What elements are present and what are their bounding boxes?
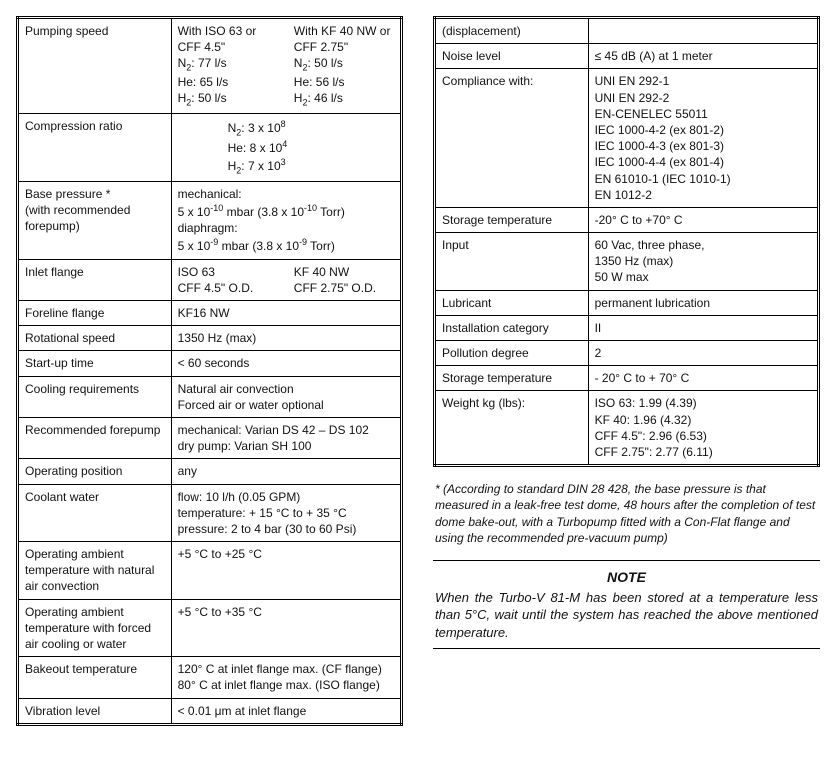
spec-label: Pumping speed [18, 18, 172, 114]
spec-label: Recommended forepump [18, 417, 172, 458]
spec-value: UNI EN 292-1UNI EN 292-2EN-CENELEC 55011… [588, 69, 818, 208]
spec-value: KF16 NW [171, 301, 401, 326]
spec-value: ISO 63: 1.99 (4.39)KF 40: 1.96 (4.32)CFF… [588, 391, 818, 466]
spec-label: Bakeout temperature [18, 657, 172, 698]
table-row: Installation categoryII [435, 315, 819, 340]
spec-value: < 60 seconds [171, 351, 401, 376]
spec-value: Natural air convectionForced air or wate… [171, 376, 401, 417]
spec-value: flow: 10 l/h (0.05 GPM)temperature: + 15… [171, 484, 401, 542]
spec-label: Operating ambient temperature with natur… [18, 542, 172, 600]
spec-label: Inlet flange [18, 259, 172, 300]
spec-label: Rotational speed [18, 326, 172, 351]
table-row: Storage temperature-20° C to +70° C [435, 207, 819, 232]
table-row: Vibration level< 0.01 μm at inlet flange [18, 698, 402, 724]
spec-value: - 20° C to + 70° C [588, 366, 818, 391]
table-row: Base pressure *(with recommended forepum… [18, 181, 402, 259]
spec-value: mechanical: Varian DS 42 – DS 102dry pum… [171, 417, 401, 458]
spec-label: Pollution degree [435, 341, 589, 366]
spec-label: Weight kg (lbs): [435, 391, 589, 466]
spec-label: Compliance with: [435, 69, 589, 208]
spec-label: Installation category [435, 315, 589, 340]
right-column: (displacement)Noise level≤ 45 dB (A) at … [433, 16, 820, 649]
note-title: NOTE [435, 569, 818, 585]
spec-label: Storage temperature [435, 207, 589, 232]
table-row: Noise level≤ 45 dB (A) at 1 meter [435, 44, 819, 69]
table-row: Input60 Vac, three phase,1350 Hz (max)50… [435, 233, 819, 291]
spec-label: Compression ratio [18, 113, 172, 181]
spec-label: Operating ambient temperature with force… [18, 599, 172, 657]
spec-value: 2 [588, 341, 818, 366]
spec-label: Lubricant [435, 290, 589, 315]
spec-label: Foreline flange [18, 301, 172, 326]
spec-value: 120° C at inlet flange max. (CF flange)8… [171, 657, 401, 698]
spec-value: -20° C to +70° C [588, 207, 818, 232]
spec-label: Start-up time [18, 351, 172, 376]
table-row: Pumping speedWith ISO 63 or CFF 4.5"N2: … [18, 18, 402, 114]
spec-value: ≤ 45 dB (A) at 1 meter [588, 44, 818, 69]
spec-label: Base pressure *(with recommended forepum… [18, 181, 172, 259]
table-row: Pollution degree2 [435, 341, 819, 366]
spec-label: Noise level [435, 44, 589, 69]
table-row: (displacement) [435, 18, 819, 44]
left-spec-table: Pumping speedWith ISO 63 or CFF 4.5"N2: … [16, 16, 403, 726]
spec-value: mechanical:5 x 10-10 mbar (3.8 x 10-10 T… [171, 181, 401, 259]
table-row: Operating ambient temperature with force… [18, 599, 402, 657]
spec-value: permanent lubrication [588, 290, 818, 315]
spec-value: +5 °C to +25 °C [171, 542, 401, 600]
spec-label: Operating position [18, 459, 172, 484]
note-box: NOTE When the Turbo-V 81-M has been stor… [433, 560, 820, 649]
spec-label: Coolant water [18, 484, 172, 542]
table-row: Operating positionany [18, 459, 402, 484]
spec-value: N2: 3 x 108He: 8 x 104H2: 7 x 103 [171, 113, 401, 181]
spec-value: < 0.01 μm at inlet flange [171, 698, 401, 724]
spec-value [588, 18, 818, 44]
spec-label: Cooling requirements [18, 376, 172, 417]
spec-value: 60 Vac, three phase,1350 Hz (max)50 W ma… [588, 233, 818, 291]
spec-label: (displacement) [435, 18, 589, 44]
table-row: Start-up time< 60 seconds [18, 351, 402, 376]
right-spec-table: (displacement)Noise level≤ 45 dB (A) at … [433, 16, 820, 467]
spec-value: +5 °C to +35 °C [171, 599, 401, 657]
table-row: Bakeout temperature120° C at inlet flang… [18, 657, 402, 698]
spec-label: Storage temperature [435, 366, 589, 391]
table-row: Weight kg (lbs):ISO 63: 1.99 (4.39)KF 40… [435, 391, 819, 466]
table-row: Foreline flangeKF16 NW [18, 301, 402, 326]
table-row: Inlet flangeISO 63CFF 4.5" O.D.KF 40 NWC… [18, 259, 402, 300]
footnote-text: * (According to standard DIN 28 428, the… [435, 481, 818, 546]
table-row: Operating ambient temperature with natur… [18, 542, 402, 600]
page-columns: Pumping speedWith ISO 63 or CFF 4.5"N2: … [16, 16, 820, 726]
note-body: When the Turbo-V 81-M has been stored at… [435, 589, 818, 642]
table-row: Compression ratioN2: 3 x 108He: 8 x 104H… [18, 113, 402, 181]
table-row: Cooling requirementsNatural air convecti… [18, 376, 402, 417]
spec-value: With ISO 63 or CFF 4.5"N2: 77 l/sHe: 65 … [171, 18, 401, 114]
table-row: Coolant waterflow: 10 l/h (0.05 GPM)temp… [18, 484, 402, 542]
left-column: Pumping speedWith ISO 63 or CFF 4.5"N2: … [16, 16, 403, 726]
spec-value: ISO 63CFF 4.5" O.D.KF 40 NWCFF 2.75" O.D… [171, 259, 401, 300]
table-row: Storage temperature- 20° C to + 70° C [435, 366, 819, 391]
table-row: Rotational speed1350 Hz (max) [18, 326, 402, 351]
spec-value: any [171, 459, 401, 484]
spec-label: Input [435, 233, 589, 291]
table-row: Lubricantpermanent lubrication [435, 290, 819, 315]
table-row: Recommended forepumpmechanical: Varian D… [18, 417, 402, 458]
table-row: Compliance with:UNI EN 292-1UNI EN 292-2… [435, 69, 819, 208]
spec-value: II [588, 315, 818, 340]
spec-label: Vibration level [18, 698, 172, 724]
spec-value: 1350 Hz (max) [171, 326, 401, 351]
